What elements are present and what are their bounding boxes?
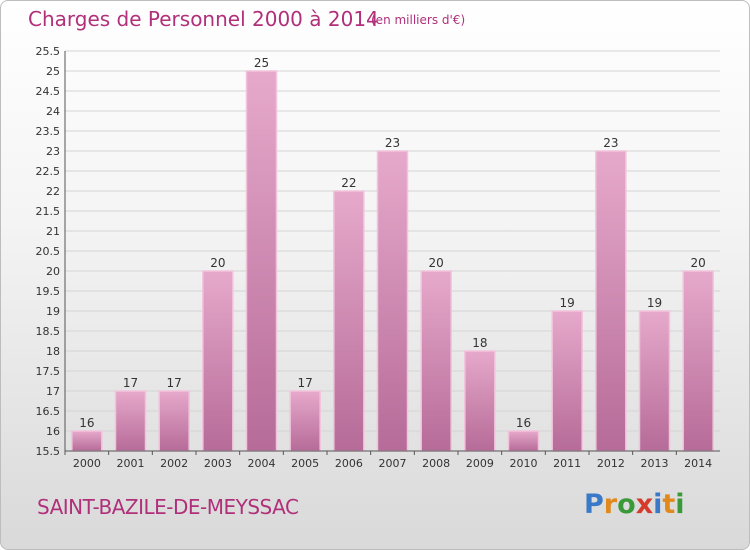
x-tick-label: 2011 [553,457,581,470]
x-tick-label: 2009 [466,457,494,470]
data-label: 19 [647,296,662,310]
logo-letter: x [635,489,654,520]
y-tick-label: 18.5 [36,325,61,338]
x-axis-ticks: 2000 2001 2002 2003 2004 2005 2006 2007 2008 2009… [64,451,712,470]
x-tick-label: 2012 [597,457,625,470]
x-tick-label: 2013 [641,457,669,470]
y-tick-label: 19.5 [36,285,61,298]
proxiti-logo: Proxiti [584,489,685,520]
y-tick-label: 20 [46,265,60,278]
data-label: 17 [298,376,313,390]
bar [464,350,496,452]
logo-letter: P [584,489,604,520]
data-label: 17 [123,376,138,390]
bar [638,310,671,452]
data-label: 25 [254,56,269,70]
x-tick-label: 2006 [335,457,363,470]
bar [245,70,278,452]
x-tick-label: 2008 [422,457,450,470]
data-label: 20 [691,256,706,270]
data-label: 17 [167,376,182,390]
bar [289,390,321,452]
data-label: 16 [516,416,531,430]
data-label: 18 [472,336,487,350]
y-tick-label: 17 [46,385,60,398]
data-label: 23 [603,136,618,150]
data-label: 19 [560,296,575,310]
y-axis-ticks: 15.5 16 16.5 17 17.5 18 18.5 19 19.5 20 20.5 21 21.5… [36,45,61,458]
y-tick-label: 22 [46,185,60,198]
bars [71,70,714,452]
town-name: SAINT-BAZILE-DE-MEYSSAC [37,495,299,519]
y-tick-label: 20.5 [36,245,61,258]
x-tick-label: 2001 [117,457,145,470]
x-tick-label: 2002 [160,457,188,470]
logo-letter: i [675,489,685,520]
y-tick-label: 25.5 [36,45,61,58]
logo-letter: o [617,489,636,520]
chart-title: Charges de Personnel 2000 à 2014 [28,7,379,31]
bar [333,190,365,452]
y-tick-label: 24 [46,105,60,118]
y-tick-label: 21 [46,225,60,238]
data-label: 20 [429,256,444,270]
y-tick-label: 16.5 [36,405,61,418]
x-tick-label: 2010 [510,457,538,470]
logo-letter: i [653,489,663,520]
y-tick-label: 23.5 [36,125,61,138]
y-tick-label: 19 [46,305,60,318]
y-tick-label: 21.5 [36,205,61,218]
bar [114,390,147,452]
x-tick-label: 2003 [204,457,232,470]
bar [202,270,234,452]
axes [64,51,720,452]
y-tick-label: 15.5 [36,445,61,458]
bar [551,310,583,452]
x-tick-label: 2004 [248,457,276,470]
data-label: 23 [385,136,400,150]
bar [420,270,452,452]
bar [71,430,103,452]
logo-letter: r [603,489,618,520]
bar [376,150,409,452]
y-tick-label: 17.5 [36,365,61,378]
x-tick-label: 2005 [291,457,319,470]
data-label: 22 [341,176,356,190]
bar [158,390,190,452]
data-label: 16 [79,416,94,430]
y-tick-label: 24.5 [36,85,61,98]
y-tick-label: 23 [46,145,60,158]
x-tick-label: 2014 [684,457,712,470]
data-labels: 16 17 17 20 25 17 22 23 20 18 16 19 23 19 20 [79,56,706,430]
x-tick-label: 2000 [73,457,101,470]
bar [595,150,627,452]
bar [507,430,540,452]
data-label: 20 [210,256,225,270]
bar [682,270,714,452]
chart-subtitle: (en milliers d'€) [371,13,466,27]
y-tick-label: 25 [46,65,60,78]
y-tick-label: 18 [46,345,60,358]
x-tick-label: 2007 [379,457,407,470]
y-tick-label: 16 [46,425,60,438]
logo-letter: t [662,489,676,520]
y-tick-label: 22.5 [36,165,61,178]
